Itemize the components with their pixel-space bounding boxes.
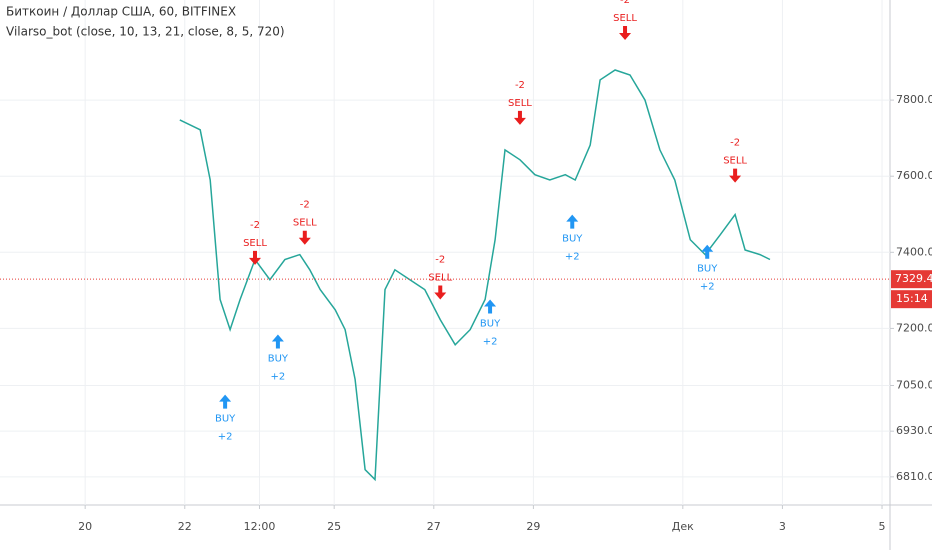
signal-label: SELL xyxy=(613,13,637,24)
signal-label: BUY xyxy=(697,264,718,275)
y-tick-label: 6810.0 xyxy=(896,470,932,483)
signal-amount: +2 xyxy=(565,252,580,263)
y-tick-label: 7600.0 xyxy=(896,169,932,182)
signal-label: SELL xyxy=(508,98,532,109)
sell-arrow xyxy=(298,230,311,245)
signal-amount: +2 xyxy=(700,282,715,293)
sell-arrow xyxy=(619,25,632,40)
x-tick-label: 25 xyxy=(327,520,341,533)
x-tick-label: 29 xyxy=(526,520,540,533)
signal-label: BUY xyxy=(480,318,501,329)
x-tick-label: 5 xyxy=(879,520,886,533)
chart-title: Биткоин / Доллар США, 60, BITFINEX xyxy=(6,5,236,19)
last-price-label: 7329.4 xyxy=(895,272,932,285)
y-tick-label: 7800.0 xyxy=(896,93,932,106)
plot xyxy=(179,69,771,482)
signal-label: BUY xyxy=(562,234,583,245)
signal-label: SELL xyxy=(428,272,452,283)
signal-label: SELL xyxy=(293,218,317,229)
price-line xyxy=(179,69,771,482)
x-tick-label: Дек xyxy=(672,520,694,533)
y-tick-label: 7400.0 xyxy=(896,245,932,258)
signal-label: SELL xyxy=(243,238,267,249)
y-tick-label: 7200.0 xyxy=(896,321,932,334)
buy-arrow xyxy=(701,244,714,259)
y-tick-label: 7050.0 xyxy=(896,379,932,392)
signal-amount: -2 xyxy=(300,200,310,211)
signal-amount: -2 xyxy=(515,80,525,91)
signal-label: BUY xyxy=(268,354,289,365)
signal-amount: -2 xyxy=(250,220,260,231)
signal-amount: +2 xyxy=(218,432,233,443)
buy-arrow xyxy=(219,394,232,409)
sell-arrow xyxy=(729,168,742,183)
buy-arrow xyxy=(271,334,284,349)
signal-amount: -2 xyxy=(620,0,630,6)
buy-arrow xyxy=(484,299,497,314)
x-tick-label: 3 xyxy=(779,520,786,533)
buy-arrow xyxy=(566,214,579,229)
countdown-label: 15:14 xyxy=(896,292,928,305)
signal-amount: +2 xyxy=(271,372,286,383)
countdown-box xyxy=(891,290,932,309)
signal-amount: +2 xyxy=(483,336,498,347)
x-tick-label: 22 xyxy=(178,520,192,533)
sell-arrow xyxy=(434,285,447,300)
signal-label: BUY xyxy=(215,414,236,425)
indicator-title: Vilarso_bot (close, 10, 13, 21, close, 8… xyxy=(6,25,285,39)
signal-label: SELL xyxy=(723,156,747,167)
x-tick-label: 12:00 xyxy=(244,520,276,533)
x-tick-label: 27 xyxy=(427,520,441,533)
signal-amount: -2 xyxy=(435,254,445,265)
signal-amount: -2 xyxy=(730,138,740,149)
x-tick-label: 20 xyxy=(78,520,92,533)
sell-arrow xyxy=(513,110,526,125)
y-tick-label: 6930.0 xyxy=(896,424,932,437)
last-price-box xyxy=(891,270,932,289)
sell-arrow xyxy=(248,250,261,265)
